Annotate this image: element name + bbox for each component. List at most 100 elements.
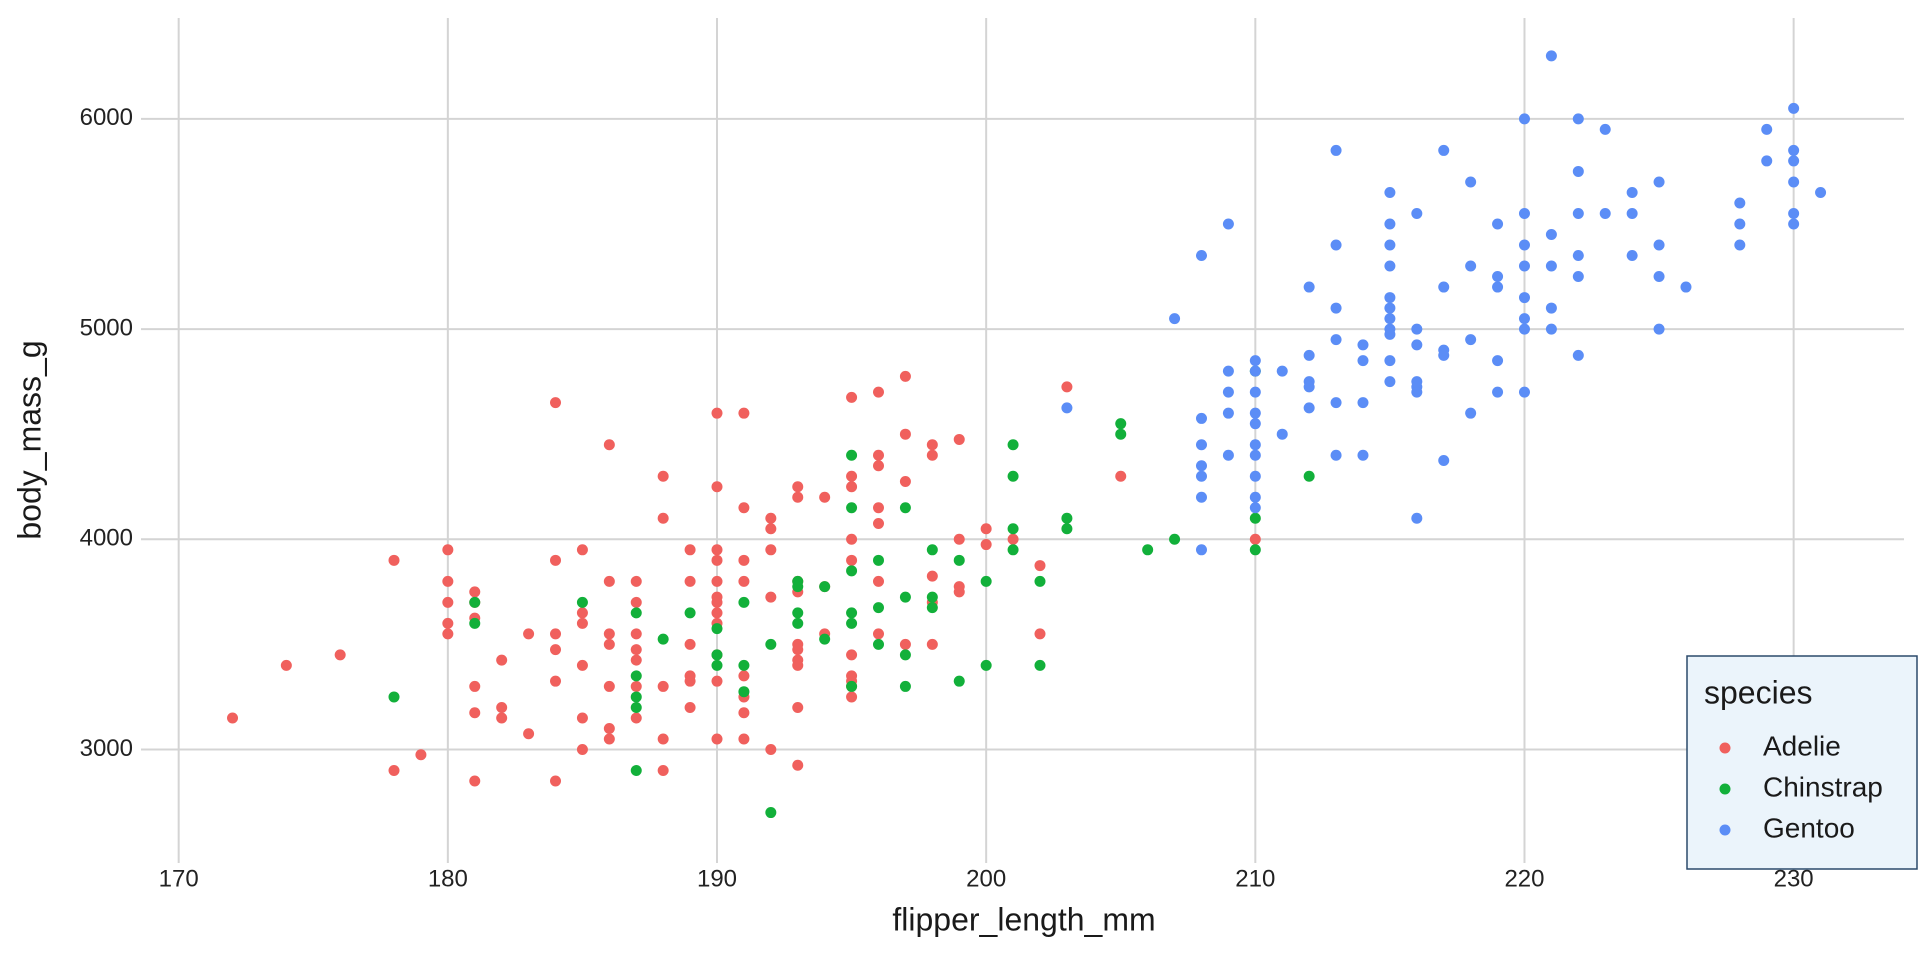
legend-marker [1719, 783, 1731, 795]
legend-title: species [1704, 674, 1813, 710]
point [711, 675, 723, 687]
point [603, 638, 615, 650]
point [1249, 449, 1261, 461]
point [980, 539, 992, 551]
point [1411, 512, 1423, 524]
point [980, 575, 992, 587]
point [899, 680, 911, 692]
point [1518, 239, 1530, 251]
point [630, 670, 642, 682]
point [576, 596, 588, 608]
y-axis-title: body_mass_g [11, 340, 47, 539]
point [496, 712, 508, 724]
point [792, 759, 804, 771]
point [738, 686, 750, 698]
x-tick-label: 170 [159, 865, 199, 892]
point [819, 633, 831, 645]
point [1788, 155, 1800, 167]
point [1303, 349, 1315, 361]
point [1249, 355, 1261, 367]
point [846, 481, 858, 493]
point [1465, 260, 1477, 272]
point [388, 765, 400, 777]
point [792, 607, 804, 619]
point [1599, 123, 1611, 135]
point [1061, 381, 1073, 393]
point [1195, 460, 1207, 472]
point [550, 675, 562, 687]
point [899, 370, 911, 382]
point [496, 701, 508, 713]
point [469, 707, 481, 719]
point [1357, 449, 1369, 461]
point [576, 544, 588, 556]
point [630, 575, 642, 587]
point [899, 502, 911, 514]
point [1249, 386, 1261, 398]
point [1384, 292, 1396, 304]
point [1492, 355, 1504, 367]
point [630, 607, 642, 619]
point [1249, 470, 1261, 482]
point [819, 491, 831, 503]
point [711, 659, 723, 671]
point [738, 659, 750, 671]
point [1626, 250, 1638, 262]
x-tick-label: 180 [428, 865, 468, 892]
point [846, 391, 858, 403]
point [603, 680, 615, 692]
point [1330, 302, 1342, 314]
point [1007, 439, 1019, 451]
point [1465, 334, 1477, 346]
point [846, 649, 858, 661]
legend-label: Adelie [1763, 730, 1841, 761]
point [1384, 328, 1396, 340]
point [738, 502, 750, 514]
y-tick-label: 3000 [80, 735, 133, 762]
point [1330, 144, 1342, 156]
point [1249, 439, 1261, 451]
point [1357, 355, 1369, 367]
point [388, 554, 400, 566]
point [603, 722, 615, 734]
point [1195, 544, 1207, 556]
point [388, 691, 400, 703]
point [1384, 186, 1396, 198]
point [550, 397, 562, 409]
point [1465, 176, 1477, 188]
x-tick-label: 190 [697, 865, 737, 892]
point [1384, 239, 1396, 251]
point [684, 675, 696, 687]
point [899, 638, 911, 650]
point [765, 743, 777, 755]
point [711, 407, 723, 419]
point [630, 628, 642, 640]
point [1115, 428, 1127, 440]
point [1169, 533, 1181, 545]
point [926, 638, 938, 650]
point [711, 733, 723, 745]
point [1788, 176, 1800, 188]
point [630, 712, 642, 724]
point [1492, 271, 1504, 283]
point [630, 691, 642, 703]
point [1142, 544, 1154, 556]
point [1492, 281, 1504, 293]
point [1249, 407, 1261, 419]
point [550, 644, 562, 656]
point [738, 596, 750, 608]
point [1545, 50, 1557, 62]
point [630, 701, 642, 713]
point [442, 544, 454, 556]
point [1195, 491, 1207, 503]
point [1034, 628, 1046, 640]
point [1195, 439, 1207, 451]
point [792, 617, 804, 629]
point [1115, 418, 1127, 430]
legend-marker [1719, 824, 1731, 836]
point [926, 602, 938, 614]
point [899, 475, 911, 487]
point [872, 628, 884, 640]
x-tick-label: 230 [1774, 865, 1814, 892]
point [846, 533, 858, 545]
